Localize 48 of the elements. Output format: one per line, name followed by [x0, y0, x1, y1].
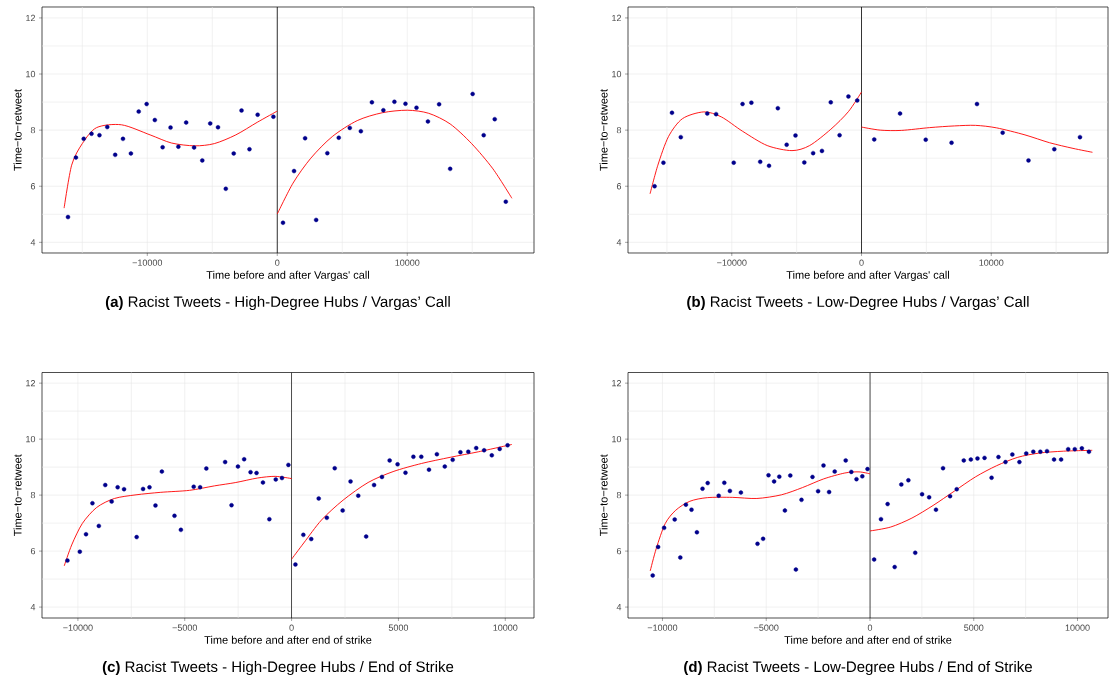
x-tick-label: −5000: [172, 624, 198, 631]
y-tick-label: 4: [616, 603, 622, 611]
x-tick-label: −10000: [717, 259, 747, 266]
x-tick-label: 0: [289, 624, 294, 631]
x-axis-title: Time before and after Vargas' call: [786, 270, 949, 282]
x-tick-label: 0: [275, 259, 280, 266]
y-tick-label: 10: [26, 70, 36, 78]
y-axis-title: Time−to−retweet: [599, 454, 608, 537]
x-axis-title: Time before and after Vargas' call: [206, 270, 369, 282]
x-axis-title: Time before and after end of strike: [784, 635, 952, 644]
y-axis-title: Time−to−retweet: [13, 454, 22, 537]
x-tick-label: 0: [859, 259, 864, 266]
x-tick-label: 10000: [395, 259, 420, 266]
x-tick-label: −10000: [647, 624, 678, 631]
y-tick-label: 10: [612, 70, 622, 78]
y-tick-label: 12: [26, 14, 36, 22]
x-tick-label: 10000: [979, 259, 1004, 266]
x-tick-label: −10000: [132, 259, 163, 266]
y-tick-label: 12: [612, 14, 622, 22]
y-tick-label: 8: [30, 126, 36, 134]
y-tick-label: 10: [612, 435, 622, 443]
y-tick-label: 6: [30, 547, 36, 555]
x-axis-title: Time before and after end of strike: [204, 635, 372, 644]
x-tick-label: −5000: [754, 624, 779, 631]
y-tick-label: 6: [30, 183, 36, 190]
y-tick-label: 6: [616, 183, 622, 190]
x-tick-label: −10000: [63, 624, 93, 631]
y-axis-title: Time−to−retweet: [599, 89, 608, 171]
y-tick-label: 4: [30, 239, 36, 246]
x-tick-label: 10000: [1065, 624, 1090, 631]
x-tick-label: 5000: [964, 624, 984, 631]
x-tick-label: 10000: [493, 624, 518, 631]
y-tick-label: 4: [30, 603, 36, 611]
y-tick-label: 12: [26, 379, 36, 387]
text: (d) Racist Tweets - Low-Degree Hubs / End of Strike: [684, 661, 1032, 675]
y-tick-label: 4: [616, 239, 622, 246]
y-tick-label: 8: [616, 126, 622, 134]
text: (b) Racist Tweets - Low-Degree Hubs / Vargas’ Call: [687, 296, 1029, 310]
text: (c) Racist Tweets - High-Degree Hubs / End of Strike: [102, 661, 454, 675]
y-tick-label: 12: [612, 379, 622, 387]
y-tick-label: 8: [30, 491, 36, 499]
y-tick-label: 10: [26, 435, 36, 443]
y-tick-label: 8: [616, 491, 622, 499]
y-axis-title: Time−to−retweet: [13, 89, 22, 171]
text: (a) Racist Tweets - High-Degree Hubs / Vargas’ Call: [105, 296, 450, 310]
x-tick-label: 0: [867, 624, 873, 631]
x-tick-label: 5000: [388, 624, 409, 631]
y-tick-label: 6: [616, 547, 622, 555]
